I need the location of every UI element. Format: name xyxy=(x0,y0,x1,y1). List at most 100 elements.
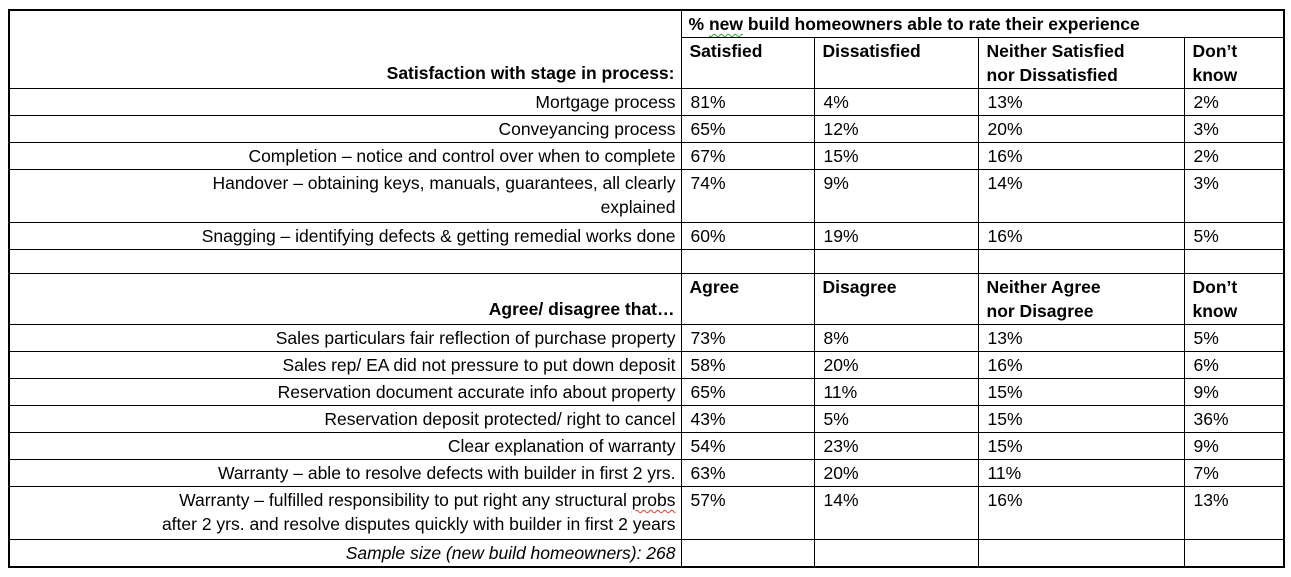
value-cell: 63% xyxy=(680,459,815,487)
table-row: Warranty – fulfilled responsibility to p… xyxy=(8,486,1285,540)
table-row: Satisfaction with stage in process: % ne… xyxy=(8,9,1285,89)
value-cell: 16% xyxy=(977,486,1185,540)
value-cell: 2% xyxy=(1183,142,1285,170)
value-cell: 16% xyxy=(977,222,1185,250)
table-row: Completion – notice and control over whe… xyxy=(8,142,1285,170)
value-cell: 11% xyxy=(813,378,979,406)
empty-cell xyxy=(1183,249,1285,274)
table-row: Reservation deposit protected/ right to … xyxy=(8,405,1285,433)
column-header-disagree: Disagree xyxy=(813,273,979,325)
empty-cell xyxy=(680,249,815,274)
value-cell: 9% xyxy=(1183,432,1285,460)
footer-row: Sample size (new build homeowners): 268 xyxy=(8,539,1285,568)
empty-cell xyxy=(977,539,1185,568)
table-row: Handover – obtaining keys, manuals, guar… xyxy=(8,169,1285,223)
table-row: Agree/ disagree that… Agree Disagree Nei… xyxy=(8,273,1285,325)
value-cell: 13% xyxy=(977,324,1185,352)
table-row: Clear explanation of warranty 54% 23% 15… xyxy=(8,432,1285,460)
table-row: Sales particulars fair reflection of pur… xyxy=(8,324,1285,352)
row-label: Snagging – identifying defects & getting… xyxy=(8,222,682,250)
row-label: Warranty – fulfilled responsibility to p… xyxy=(8,486,682,540)
column-header-dont-know: Don’t know xyxy=(1183,37,1285,89)
empty-cell xyxy=(813,249,979,274)
spacer-row xyxy=(8,249,1285,274)
row-label: Mortgage process xyxy=(8,88,682,116)
section2-header-cell: Agree/ disagree that… xyxy=(8,273,682,325)
value-cell: 9% xyxy=(813,169,979,223)
column-header-neither-agree: Neither Agree nor Disagree xyxy=(977,273,1185,325)
empty-cell xyxy=(813,539,979,568)
value-cell: 20% xyxy=(813,351,979,379)
value-cell: 5% xyxy=(1183,324,1285,352)
value-cell: 11% xyxy=(977,459,1185,487)
empty-cell xyxy=(680,539,815,568)
value-cell: 16% xyxy=(977,142,1185,170)
value-cell: 65% xyxy=(680,115,815,143)
row-label-part2: after 2 yrs. and resolve disputes quickl… xyxy=(161,514,676,534)
table-row: Conveyancing process 65% 12% 20% 3% xyxy=(8,115,1285,143)
value-cell: 15% xyxy=(813,142,979,170)
value-cell: 5% xyxy=(1183,222,1285,250)
banner-rest: build homeowners able to rate their expe… xyxy=(742,14,1140,34)
value-cell: 5% xyxy=(813,405,979,433)
value-cell: 81% xyxy=(680,88,815,116)
table-row: Mortgage process 81% 4% 13% 2% xyxy=(8,88,1285,116)
table-row: Reservation document accurate info about… xyxy=(8,378,1285,406)
value-cell: 2% xyxy=(1183,88,1285,116)
column-header-agree: Agree xyxy=(680,273,815,325)
value-cell: 54% xyxy=(680,432,815,460)
table-row: Sales rep/ EA did not pressure to put do… xyxy=(8,351,1285,379)
empty-cell xyxy=(8,249,682,274)
value-cell: 13% xyxy=(977,88,1185,116)
value-cell: 23% xyxy=(813,432,979,460)
row-label: Conveyancing process xyxy=(8,115,682,143)
row-label: Completion – notice and control over whe… xyxy=(8,142,682,170)
value-cell: 15% xyxy=(977,432,1185,460)
value-cell: 14% xyxy=(977,169,1185,223)
empty-cell xyxy=(977,249,1185,274)
empty-cell xyxy=(1183,539,1285,568)
value-cell: 15% xyxy=(977,378,1185,406)
banner-prefix: % xyxy=(688,14,709,34)
value-cell: 20% xyxy=(977,115,1185,143)
value-cell: 19% xyxy=(813,222,979,250)
sample-size-label: Sample size (new build homeowners): 268 xyxy=(8,539,682,568)
value-cell: 60% xyxy=(680,222,815,250)
row-label: Clear explanation of warranty xyxy=(8,432,682,460)
row-label: Warranty – able to resolve defects with … xyxy=(8,459,682,487)
value-cell: 9% xyxy=(1183,378,1285,406)
column-header-neither-satisfied: Neither Satisfied nor Dissatisfied xyxy=(977,37,1185,89)
value-cell: 13% xyxy=(1183,486,1285,540)
value-cell: 12% xyxy=(813,115,979,143)
section2-header-label: Agree/ disagree that… xyxy=(488,299,675,319)
survey-results-table: Satisfaction with stage in process: % ne… xyxy=(8,9,1286,568)
column-header-satisfied: Satisfied xyxy=(680,37,815,89)
table-row: Satisfied Dissatisfied Neither Satisfied… xyxy=(9,37,1285,89)
value-cell: 4% xyxy=(813,88,979,116)
value-cell: 73% xyxy=(680,324,815,352)
value-cell: 65% xyxy=(680,378,815,406)
value-cell: 16% xyxy=(977,351,1185,379)
table-row: Warranty – able to resolve defects with … xyxy=(8,459,1285,487)
value-cell: 57% xyxy=(680,486,815,540)
value-cell: 36% xyxy=(1183,405,1285,433)
banner-cell: % new build homeowners able to rate thei… xyxy=(680,9,1285,38)
value-cell: 8% xyxy=(813,324,979,352)
value-cell: 58% xyxy=(680,351,815,379)
value-cell: 6% xyxy=(1183,351,1285,379)
value-cell: 74% xyxy=(680,169,815,223)
section1-header-cell: Satisfaction with stage in process: xyxy=(8,9,682,89)
row-label-part1: Warranty – fulfilled responsibility to p… xyxy=(179,490,632,510)
value-cell: 43% xyxy=(680,405,815,433)
value-cell: 15% xyxy=(977,405,1185,433)
row-label: Handover – obtaining keys, manuals, guar… xyxy=(8,169,682,223)
column-header-dissatisfied: Dissatisfied xyxy=(813,37,979,89)
value-cell: 3% xyxy=(1183,115,1285,143)
value-cell: 3% xyxy=(1183,169,1285,223)
value-cell: 7% xyxy=(1183,459,1285,487)
row-label: Reservation document accurate info about… xyxy=(8,378,682,406)
table-row: Snagging – identifying defects & getting… xyxy=(8,222,1285,250)
row-label: Sales particulars fair reflection of pur… xyxy=(8,324,682,352)
value-cell: 67% xyxy=(680,142,815,170)
